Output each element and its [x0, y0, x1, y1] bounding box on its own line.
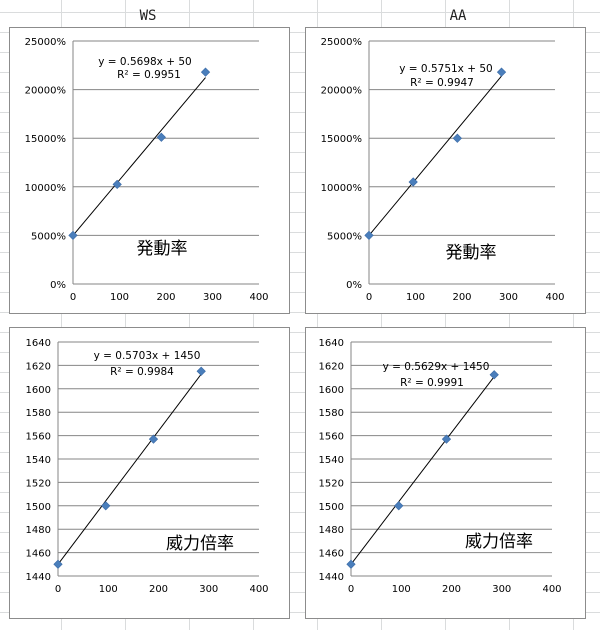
y-tick-label: 1540: [26, 455, 51, 466]
x-tick-label: 100: [392, 584, 411, 595]
y-tick-label: 1500: [26, 502, 51, 513]
data-point: [496, 67, 507, 77]
y-tick-label: 1640: [26, 338, 51, 349]
x-tick-label: 200: [442, 584, 461, 595]
data-point: [196, 366, 206, 376]
y-tick-label: 1480: [319, 525, 344, 536]
x-tick-label: 300: [499, 292, 518, 303]
y-tick-label: 1460: [26, 549, 51, 560]
chart-svg: 0% 5000% 10000% 15000% 20000% 25000% 0 100 200 30…: [321, 37, 565, 303]
chart-annotation: 発動率: [137, 239, 188, 259]
data-point: [112, 179, 122, 189]
chart-annotation: 威力倍率: [166, 534, 234, 554]
y-tick-label: 1580: [319, 408, 344, 419]
y-tick-label: 15000%: [25, 134, 66, 145]
y-tick-label: 1560: [319, 432, 344, 443]
x-tick-label: 200: [452, 292, 471, 303]
y-tick-label: 1520: [26, 478, 51, 489]
data-point: [148, 434, 159, 444]
chart-ws-activation-rate[interactable]: 0% 5000% 10000% 15000% 20000% 25000% 0 100 200 30…: [9, 27, 290, 314]
r-squared-label: R² = 0.9984: [110, 366, 174, 378]
column-header-aa: AA: [449, 8, 467, 24]
x-tick-label: 200: [149, 584, 168, 595]
trendline: [57, 373, 202, 565]
r-squared-label: R² = 0.9947: [410, 77, 474, 89]
y-tick-label: 1540: [319, 455, 344, 466]
y-tick-label: 1440: [319, 572, 344, 583]
chart-svg: 1440 1460 1480 1500 1520 1540 1560 1580 1600 1620…: [319, 338, 562, 595]
y-tick-label: 1560: [26, 432, 51, 443]
chart-aa-power-multiplier[interactable]: 1440 1460 1480 1500 1520 1540 1560 1580 1600 1620…: [305, 327, 586, 619]
chart-annotation: 発動率: [446, 243, 497, 263]
y-tick-label: 5000%: [31, 231, 66, 242]
y-tick-label: 10000%: [321, 183, 362, 194]
y-tick-label: 1480: [26, 525, 51, 536]
x-tick-label: 0: [70, 292, 76, 303]
chart-aa-activation-rate[interactable]: 0% 5000% 10000% 15000% 20000% 25000% 0 100 200 30…: [305, 27, 586, 314]
data-point: [489, 370, 499, 380]
data-point: [346, 559, 356, 569]
trendline-equation: y = 0.5751x + 50: [399, 63, 492, 75]
x-tick-label: 300: [199, 584, 218, 595]
data-point: [156, 132, 166, 142]
y-tick-label: 20000%: [25, 86, 66, 97]
y-tick-label: 1620: [319, 361, 344, 372]
chart-ws-power-multiplier[interactable]: 1440 1460 1480 1500 1520 1540 1560 1580 1600 1620…: [9, 327, 290, 619]
y-tick-label: 25000%: [321, 37, 362, 48]
y-tick-label: 1520: [319, 478, 344, 489]
x-tick-label: 400: [545, 292, 564, 303]
y-tick-label: 1580: [26, 408, 51, 419]
y-tick-label: 1620: [26, 361, 51, 372]
x-tick-label: 200: [156, 292, 175, 303]
data-point: [200, 67, 211, 77]
x-tick-label: 100: [110, 292, 129, 303]
y-tick-label: 20000%: [321, 86, 362, 97]
y-tick-label: 0%: [346, 280, 362, 291]
data-point: [452, 133, 462, 143]
x-tick-label: 0: [366, 292, 372, 303]
y-tick-label: 15000%: [321, 134, 362, 145]
trendline: [72, 77, 206, 236]
y-tick-label: 1600: [319, 385, 344, 396]
r-squared-label: R² = 0.9951: [117, 69, 181, 81]
trendline: [350, 376, 495, 565]
x-tick-label: 400: [249, 292, 268, 303]
chart-annotation: 威力倍率: [465, 532, 533, 552]
y-tick-label: 10000%: [25, 183, 66, 194]
data-point: [441, 434, 452, 444]
trendline-equation: y = 0.5629x + 1450: [383, 361, 490, 373]
x-tick-label: 0: [55, 584, 61, 595]
y-tick-label: 5000%: [327, 231, 362, 242]
data-point: [408, 177, 418, 187]
chart-svg: 1440 1460 1480 1500 1520 1540 1560 1580 1600 1620…: [26, 338, 269, 595]
data-point: [101, 501, 111, 511]
y-tick-label: 25000%: [25, 37, 66, 48]
column-header-ws: WS: [139, 8, 157, 24]
x-tick-label: 300: [492, 584, 511, 595]
x-tick-label: 400: [542, 584, 561, 595]
y-tick-label: 1440: [26, 572, 51, 583]
data-point: [68, 230, 78, 241]
x-tick-label: 0: [348, 584, 354, 595]
data-point: [364, 230, 374, 241]
y-tick-label: 1460: [319, 549, 344, 560]
data-point: [53, 559, 63, 569]
y-tick-label: 1640: [319, 338, 344, 349]
x-tick-label: 400: [249, 584, 268, 595]
trendline-equation: y = 0.5703x + 1450: [94, 350, 201, 362]
r-squared-label: R² = 0.9991: [400, 377, 464, 389]
trendline: [368, 75, 502, 236]
y-tick-label: 1500: [319, 502, 344, 513]
x-tick-label: 100: [406, 292, 425, 303]
x-tick-label: 100: [99, 584, 118, 595]
chart-svg: 0% 5000% 10000% 15000% 20000% 25000% 0 100 200 30…: [25, 37, 269, 303]
data-point: [394, 501, 404, 511]
x-tick-label: 300: [203, 292, 222, 303]
y-tick-label: 1600: [26, 385, 51, 396]
y-tick-label: 0%: [50, 280, 66, 291]
trendline-equation: y = 0.5698x + 50: [98, 56, 191, 68]
